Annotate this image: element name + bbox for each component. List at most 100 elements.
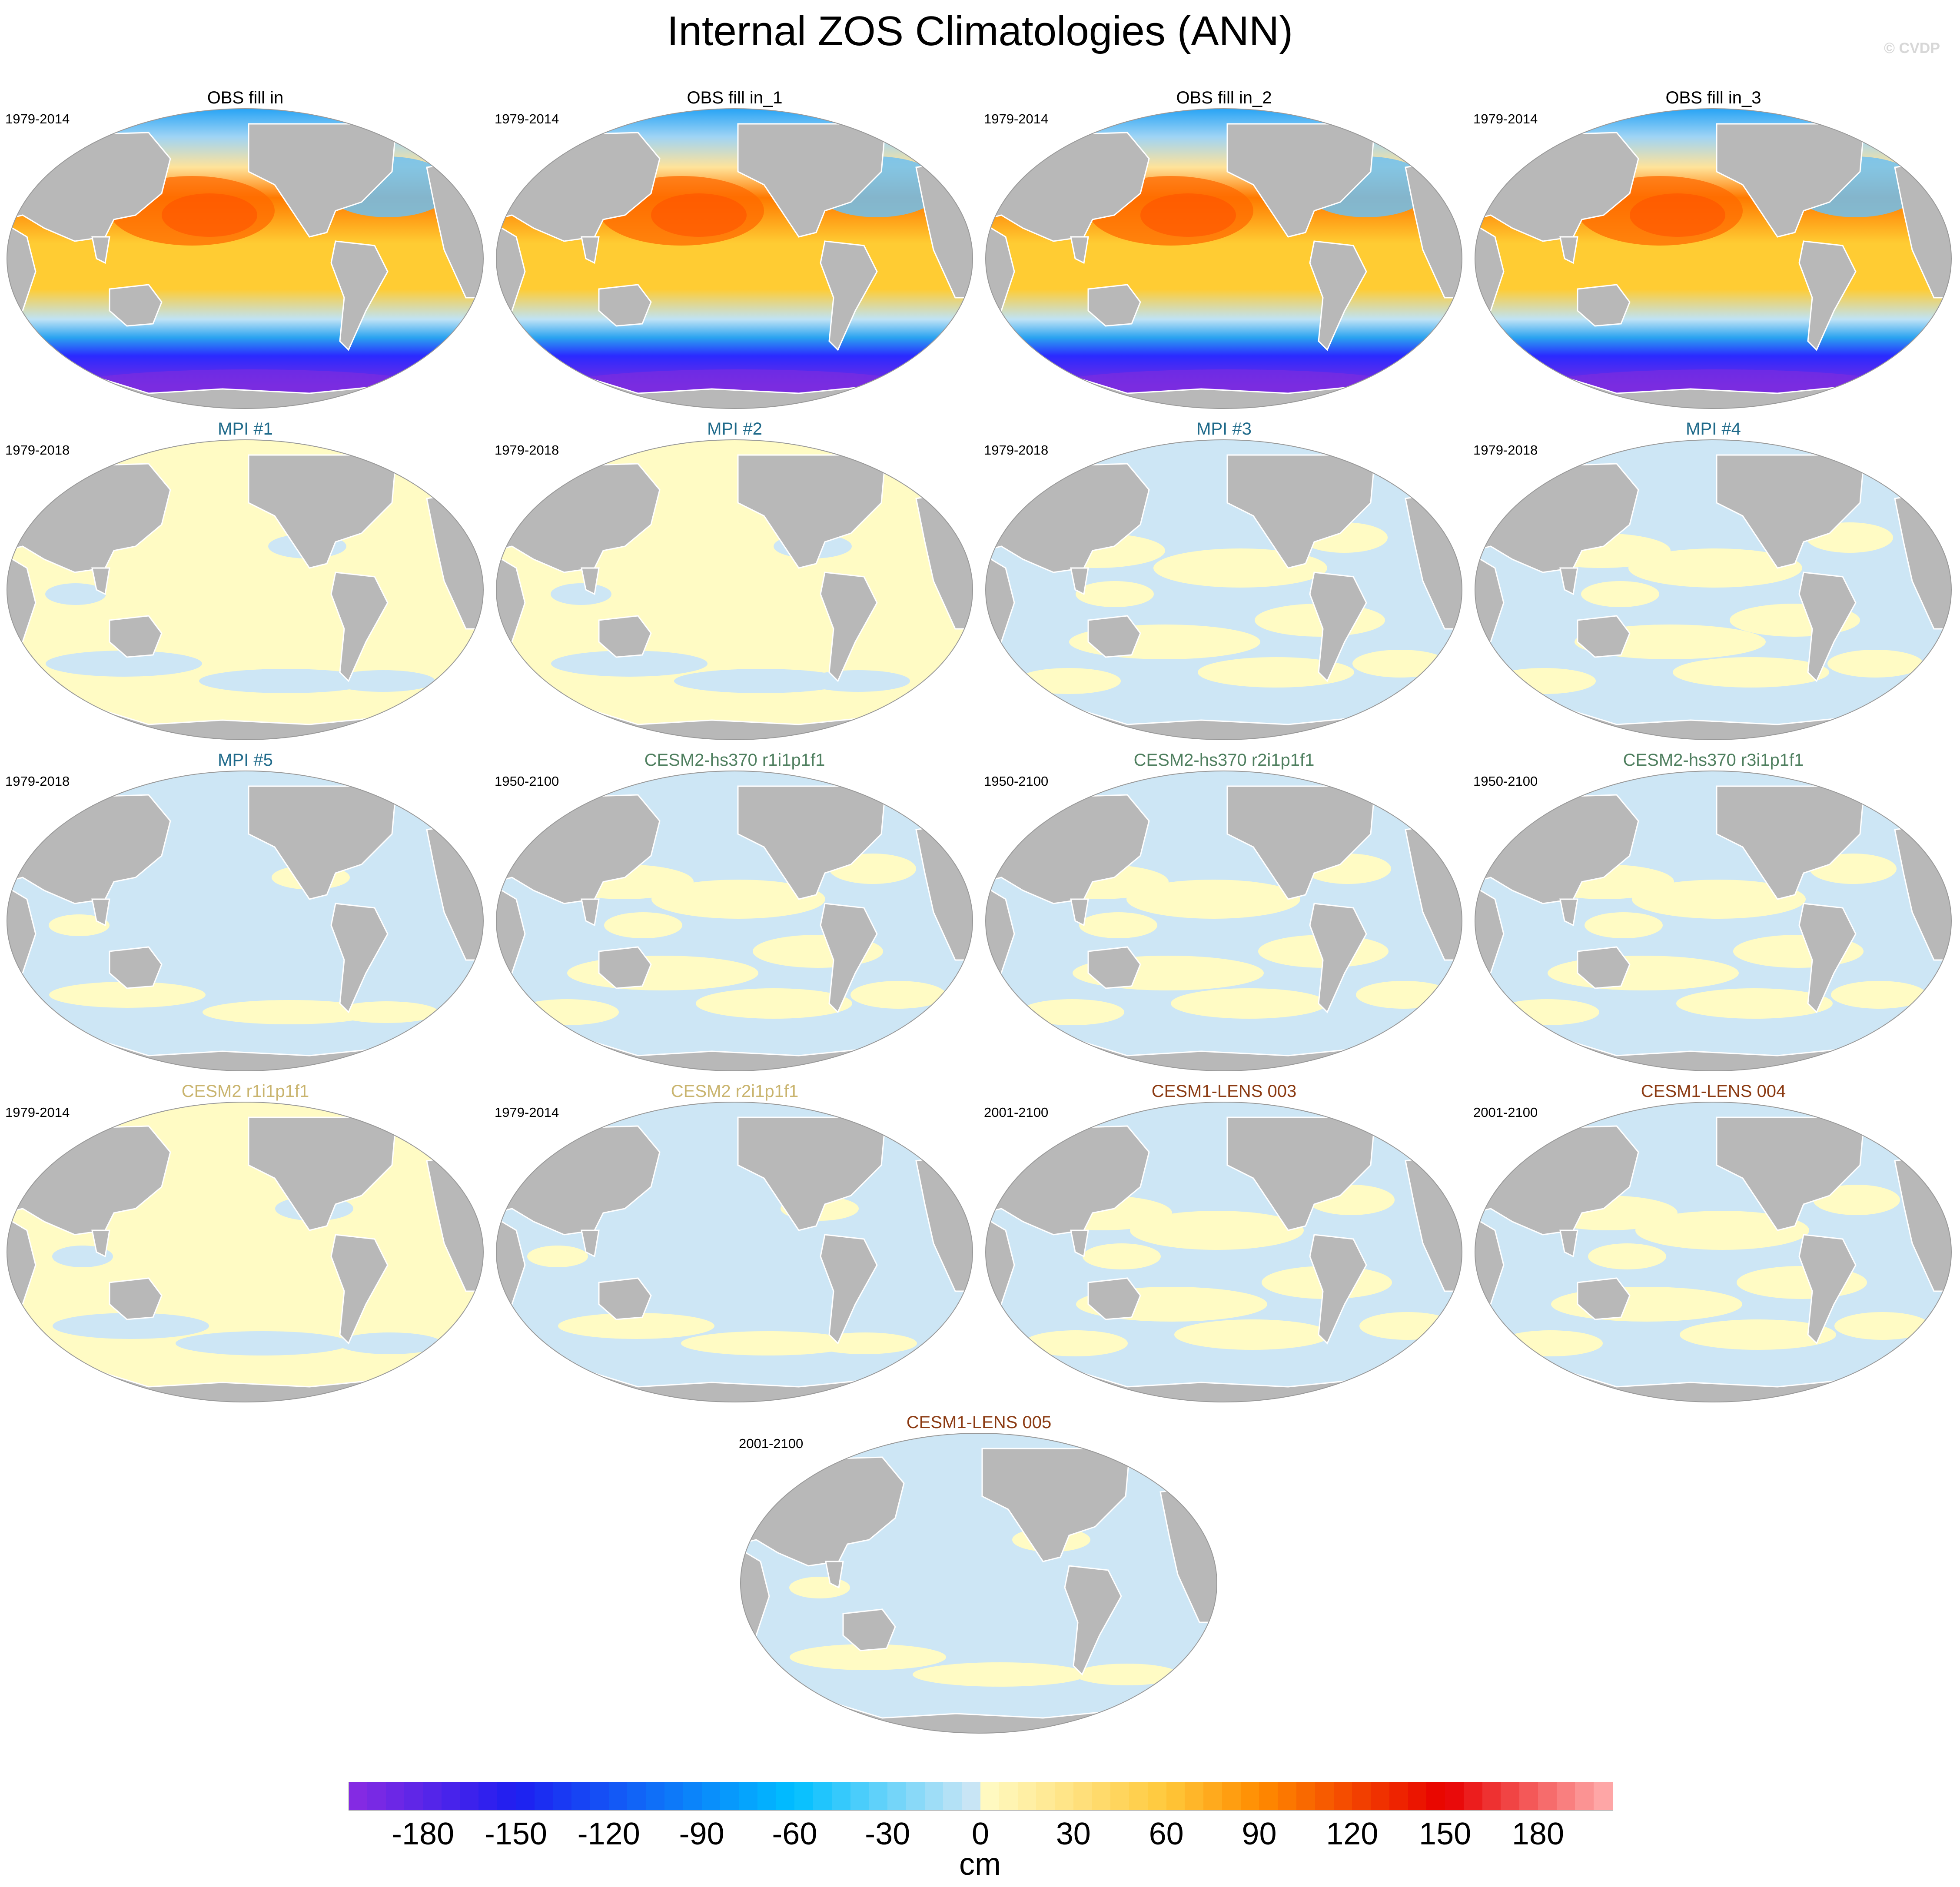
map-globe	[5, 106, 485, 411]
map-panel: CESM2-hs370 r1i1p1f1 1950-2100	[495, 749, 975, 1080]
colorbar-cell	[1352, 1782, 1372, 1811]
map-panel: MPI #1 1979-2018	[5, 418, 485, 748]
colorbar-cell	[1055, 1782, 1074, 1811]
colorbar-cell	[1389, 1782, 1409, 1811]
colorbar-cell	[720, 1782, 740, 1811]
map-globe	[984, 438, 1464, 742]
panel-year-range: 1950-2100	[1473, 774, 1538, 789]
colorbar-cell	[850, 1782, 870, 1811]
colorbar-cell	[1594, 1782, 1613, 1811]
panel-year-range: 1950-2100	[495, 774, 559, 789]
colorbar-cell	[887, 1782, 907, 1811]
map-panel: MPI #2 1979-2018	[495, 418, 975, 748]
colorbar-tick-label: -90	[679, 1817, 724, 1851]
colorbar-cell	[701, 1782, 721, 1811]
map-globe	[984, 1100, 1464, 1404]
colorbar-cell	[478, 1782, 498, 1811]
panel-title: MPI #4	[1686, 419, 1741, 439]
panel-year-range: 1979-2014	[5, 111, 70, 126]
panel-title: OBS fill in	[207, 88, 284, 107]
colorbar-cell	[460, 1782, 479, 1811]
colorbar-cell	[999, 1782, 1018, 1811]
map-panel: CESM2-hs370 r2i1p1f1 1950-2100	[984, 749, 1464, 1080]
colorbar-cell	[980, 1782, 1000, 1811]
colorbar-cell	[664, 1782, 684, 1811]
panel-year-range: 2001-2100	[1473, 1105, 1538, 1120]
colorbar-cell	[924, 1782, 944, 1811]
colorbar-cell	[1445, 1782, 1464, 1811]
panel-year-range: 2001-2100	[739, 1436, 804, 1451]
colorbar-tick-label: 30	[1056, 1817, 1091, 1851]
colorbar-cell	[1501, 1782, 1520, 1811]
colorbar-tick-label: 150	[1419, 1817, 1472, 1851]
colorbar-cell	[1147, 1782, 1167, 1811]
map-globe	[495, 1100, 975, 1404]
colorbar-cell	[1538, 1782, 1557, 1811]
figure-title: Internal ZOS Climatologies (ANN)	[667, 8, 1293, 54]
colorbar-cell	[962, 1782, 981, 1811]
map-globe	[5, 769, 485, 1073]
panel-title: CESM2-hs370 r2i1p1f1	[1133, 751, 1315, 770]
map-globe	[5, 1100, 485, 1404]
panel-title: MPI #2	[707, 419, 762, 439]
colorbar-cell	[1017, 1782, 1037, 1811]
map-panel: CESM1-LENS 005 2001-2100	[739, 1412, 1219, 1742]
panel-title: CESM1-LENS 005	[906, 1413, 1052, 1432]
panel-title: CESM2 r2i1p1f1	[671, 1082, 799, 1101]
colorbar-tick-label: -120	[577, 1817, 640, 1851]
colorbar-cell	[1408, 1782, 1427, 1811]
colorbar-tick-label: 0	[971, 1817, 990, 1851]
colorbar-cell	[385, 1782, 405, 1811]
map-panel: MPI #4 1979-2018	[1473, 418, 1953, 748]
panel-year-range: 1979-2018	[984, 442, 1049, 458]
panel-year-range: 1979-2014	[495, 111, 559, 126]
map-globe	[1473, 106, 1953, 411]
colorbar-cell	[794, 1782, 814, 1811]
map-panel: OBS fill in 1979-2014	[5, 87, 485, 417]
colorbar-cell	[627, 1782, 647, 1811]
colorbar-cell	[1110, 1782, 1130, 1811]
panel-title: OBS fill in_1	[687, 88, 783, 107]
panel-title: MPI #1	[218, 419, 273, 439]
colorbar-cell	[831, 1782, 851, 1811]
colorbar	[349, 1782, 1613, 1811]
colorbar-cell	[1036, 1782, 1056, 1811]
colorbar-cell	[683, 1782, 702, 1811]
colorbar-cell	[1129, 1782, 1148, 1811]
map-panel: CESM2-hs370 r3i1p1f1 1950-2100	[1473, 749, 1953, 1080]
map-globe	[984, 106, 1464, 411]
panel-title: CESM1-LENS 003	[1151, 1082, 1297, 1101]
colorbar-tick-label: -180	[391, 1817, 455, 1851]
colorbar-tick-label: -30	[865, 1817, 910, 1851]
colorbar-cell	[943, 1782, 963, 1811]
colorbar-cell	[515, 1782, 535, 1811]
panel-year-range: 1979-2014	[984, 111, 1049, 126]
colorbar-cell	[423, 1782, 442, 1811]
map-globe	[495, 769, 975, 1073]
map-panel: MPI #3 1979-2018	[984, 418, 1464, 748]
map-globe	[1473, 1100, 1953, 1404]
panel-year-range: 2001-2100	[984, 1105, 1049, 1120]
map-globe	[984, 769, 1464, 1073]
map-panel: CESM1-LENS 003 2001-2100	[984, 1080, 1464, 1411]
colorbar-cell	[441, 1782, 461, 1811]
colorbar-cell	[869, 1782, 888, 1811]
panel-year-range: 1950-2100	[984, 774, 1049, 789]
colorbar-cell	[534, 1782, 554, 1811]
map-panel: MPI #5 1979-2018	[5, 749, 485, 1080]
panel-year-range: 1979-2018	[1473, 442, 1538, 458]
panel-title: CESM2-hs370 r3i1p1f1	[1623, 751, 1804, 770]
map-panel: CESM1-LENS 004 2001-2100	[1473, 1080, 1953, 1411]
map-panel: CESM2 r1i1p1f1 1979-2014	[5, 1080, 485, 1411]
colorbar-cell	[1185, 1782, 1204, 1811]
colorbar-cell	[813, 1782, 832, 1811]
colorbar-cell	[1575, 1782, 1595, 1811]
panel-year-range: 1979-2018	[495, 442, 559, 458]
colorbar-tick-label: 60	[1149, 1817, 1184, 1851]
colorbar-cell	[757, 1782, 777, 1811]
map-globe	[5, 438, 485, 742]
colorbar-cell	[571, 1782, 591, 1811]
colorbar-cell	[646, 1782, 665, 1811]
colorbar-cell	[1166, 1782, 1186, 1811]
map-panel: OBS fill in_3 1979-2014	[1473, 87, 1953, 417]
